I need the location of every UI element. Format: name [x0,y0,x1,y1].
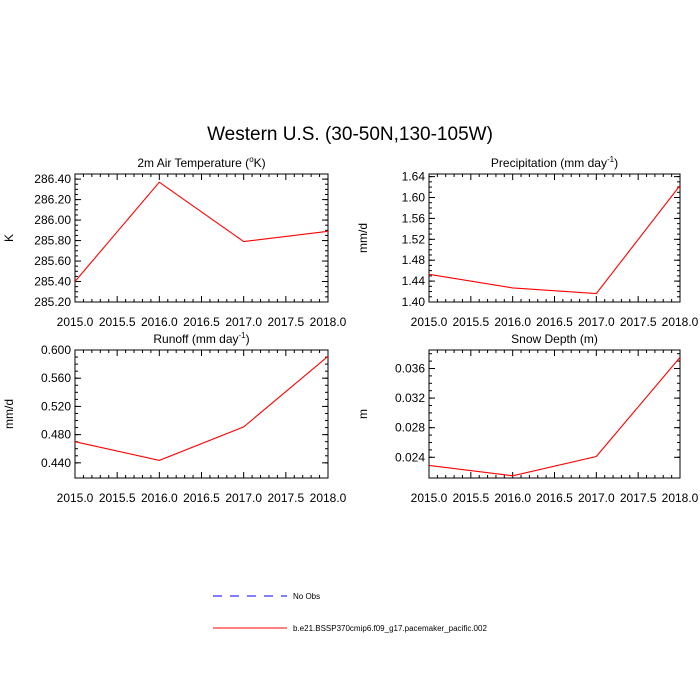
legend-label-2: b.e21.BSSP370cmip6.f09_g17.pacemaker_pac… [293,624,487,633]
x-tick-label: 2017.0 [578,315,615,329]
panel-title: Runoff (mm day-1) [153,331,249,346]
panel-title: 2m Air Temperature (oK) [137,155,265,170]
y-tick-label: 1.64 [402,170,426,184]
y-tick-label: 1.60 [402,191,426,205]
y-tick-label: 0.600 [41,343,71,357]
panel-title: Precipitation (mm day-1) [491,155,618,170]
x-tick-label: 2016.0 [141,491,178,505]
y-tick-label: 0.440 [41,456,71,470]
x-tick-label: 2015.0 [411,491,448,505]
plot-frame [428,173,681,303]
x-tick-label: 2016.5 [183,491,220,505]
x-tick-label: 2016.5 [536,315,573,329]
panel-3: Runoff (mm day-1) 2015.0 2015.5 2016.0 2016.… [2,331,347,505]
panel-4: Snow Depth (m) 2015.0 2015.5 2016.0 2016.5 20… [356,332,699,505]
x-tick-label: 2016.0 [494,315,531,329]
panel-1: 2m Air Temperature (oK) 2015.0 2015.5 2016.… [2,155,347,329]
x-tick-label: 2018.0 [310,491,347,505]
series-line [428,185,681,295]
panel-title: Snow Depth (m) [511,332,598,346]
y-axis-label: mm/d [356,223,370,253]
y-tick-label: 286.20 [34,193,71,207]
y-tick-label: 1.40 [402,295,426,309]
x-tick-label: 2015.5 [99,491,136,505]
y-tick-label: 286.00 [34,213,71,227]
x-tick-label: 2016.5 [536,491,573,505]
y-tick-label: 0.480 [41,428,71,442]
y-tick-label: 0.032 [395,391,425,405]
y-tick-label: 0.036 [395,361,425,375]
x-tick-label: 2017.5 [620,491,657,505]
legend-label-1: No Obs [293,592,320,601]
x-tick-label: 2016.0 [494,491,531,505]
y-tick-label: 0.028 [395,421,425,435]
y-tick-label: 285.60 [34,254,71,268]
x-tick-label: 2017.0 [225,315,262,329]
x-tick-label: 2016.5 [183,315,220,329]
y-tick-label: 1.56 [402,211,426,225]
y-tick-label: 1.44 [402,274,426,288]
figure-title: Western U.S. (30-50N,130-105W) [207,124,493,145]
x-tick-label: 2018.0 [662,491,699,505]
x-tick-label: 2017.5 [620,315,657,329]
x-tick-label: 2017.0 [225,491,262,505]
x-tick-label: 2017.5 [267,491,304,505]
x-tick-label: 2018.0 [662,315,699,329]
x-tick-label: 2015.0 [57,315,94,329]
y-axis-label: K [2,234,16,242]
x-tick-label: 2017.0 [578,491,615,505]
y-tick-label: 1.52 [402,232,426,246]
x-tick-label: 2015.0 [57,491,94,505]
x-tick-label: 2015.5 [452,315,489,329]
legend: No Obs b.e21.BSSP370cmip6.f09_g17.pacemak… [213,592,487,633]
y-tick-label: 285.20 [34,295,71,309]
plot-frame [74,173,329,303]
y-axis-label: mm/d [2,399,16,429]
plot-frame [74,349,329,479]
y-tick-label: 285.80 [34,234,71,248]
x-tick-label: 2015.5 [452,491,489,505]
y-tick-label: 0.520 [41,399,71,413]
y-tick-label: 0.024 [395,450,425,464]
y-tick-label: 1.48 [402,253,426,267]
y-axis-label: m [356,409,370,419]
y-tick-label: 285.40 [34,275,71,289]
series-line [74,355,329,461]
panel-2: Precipitation (mm day-1) 2015.0 2015.5 2016… [356,155,699,329]
x-tick-label: 2015.5 [99,315,136,329]
y-tick-label: 0.560 [41,371,71,385]
x-tick-label: 2016.0 [141,315,178,329]
y-tick-label: 286.40 [34,172,71,186]
series-line [428,357,681,477]
plot-frame [428,349,681,479]
x-tick-label: 2015.0 [411,315,448,329]
x-tick-label: 2017.5 [267,315,304,329]
x-tick-label: 2018.0 [310,315,347,329]
series-line [74,181,329,282]
